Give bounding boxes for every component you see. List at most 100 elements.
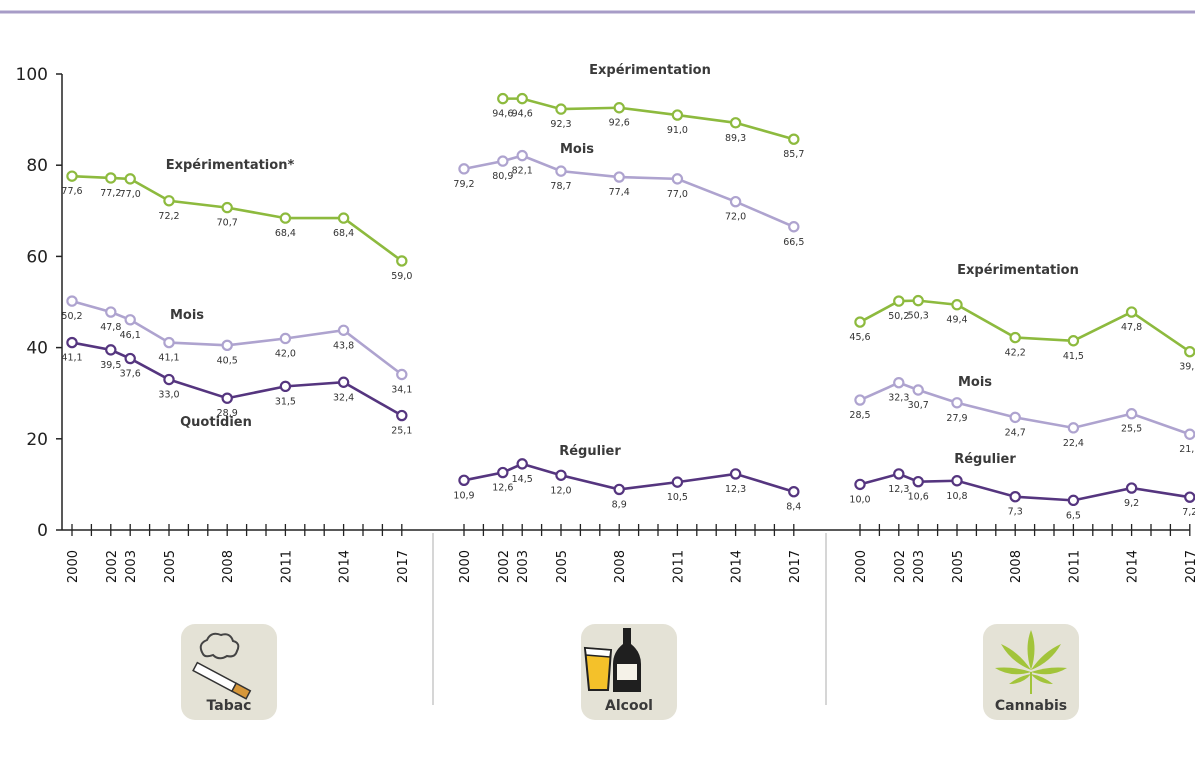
y-tick-label: 60 — [26, 247, 48, 267]
cannabis-mois-value-label: 25,5 — [1121, 424, 1142, 435]
cannabis-leaf-icon — [995, 630, 1067, 694]
y-tick-label: 0 — [37, 521, 48, 541]
x-tick-label: 2000 — [66, 550, 81, 583]
alcool-mois-point — [613, 171, 625, 183]
tabac-mois-value-label: 34,1 — [391, 385, 412, 396]
x-tick-label: 2002 — [893, 550, 908, 583]
alcool-experimentation-value-label: 94,6 — [512, 109, 533, 120]
cannabis-experimentation-point — [912, 294, 924, 307]
alcool-quotidien-value-label: 8,4 — [786, 502, 801, 513]
alcool-mois-value-label: 80,9 — [492, 171, 513, 182]
cannabis-mois-value-label: 27,9 — [946, 413, 967, 424]
cannabis-quotidien-value-label: 7,3 — [1008, 507, 1023, 518]
tabac-quotidien-point — [105, 344, 117, 356]
x-tick-label: 2011 — [671, 550, 686, 583]
cannabis-mois-point — [912, 384, 924, 396]
alcool-experimentation-point — [613, 102, 625, 114]
cigarette-icon — [192, 632, 252, 700]
alcool-experimentation-value-label: 91,0 — [667, 125, 688, 136]
cannabis-mois-value-label: 21,0 — [1179, 444, 1195, 455]
cannabis-mois-point — [1067, 422, 1080, 434]
cannabis-experimentation-value-label: 47,8 — [1121, 322, 1142, 333]
tabac-quotidien-value-label: 32,4 — [333, 392, 354, 403]
tabac-quotidien-value-label: 39,5 — [100, 360, 121, 371]
x-tick-label: 2017 — [396, 550, 411, 583]
alcool-quotidien-point — [671, 476, 684, 488]
alcool-experimentation-value-label: 92,6 — [609, 118, 630, 129]
cannabis-caption: Cannabis — [994, 698, 1068, 714]
alcool-quotidien-point — [458, 474, 470, 486]
tabac-mois-point — [124, 314, 136, 326]
x-tick-label: 2005 — [163, 550, 178, 583]
alcool-experimentation-value-label: 89,3 — [725, 133, 746, 144]
cannabis-mois-point — [854, 394, 866, 406]
cannabis-quotidien-value-label: 9,2 — [1124, 498, 1139, 509]
x-tick-label: 2017 — [1184, 550, 1195, 583]
plot-area — [66, 92, 1195, 507]
cannabis-quotidien-point — [1125, 482, 1138, 494]
cannabis-mois-value-label: 24,7 — [1005, 427, 1026, 438]
y-tick-label: 40 — [26, 339, 48, 359]
cannabis-experimentation-series-name: Expérimentation — [957, 263, 1079, 278]
cannabis-experimentation-point — [1125, 306, 1138, 318]
tabac-mois-value-label: 50,2 — [61, 311, 82, 322]
x-tick-label: 2000 — [458, 550, 473, 583]
x-tick-label: 2011 — [1067, 550, 1082, 583]
tabac-icon-tile: Tabac — [181, 624, 277, 720]
alcool-quotidien-value-label: 8,9 — [612, 499, 627, 510]
alcool-mois-point — [497, 155, 509, 167]
cannabis-mois-series-name: Mois — [958, 375, 992, 390]
tabac-experimentation-point — [124, 173, 136, 185]
cannabis-experimentation-value-label: 50,2 — [888, 311, 909, 322]
cannabis-mois-point — [893, 377, 905, 389]
tabac-quotidien-value-label: 41,1 — [61, 353, 82, 364]
alcool-quotidien-value-label: 10,9 — [453, 490, 474, 501]
x-tick-label: 2003 — [124, 550, 139, 583]
tabac-experimentation-value-label: 77,2 — [100, 188, 121, 199]
tabac-experimentation-value-label: 59,0 — [391, 271, 412, 282]
tabac-experimentation-value-label: 70,7 — [217, 218, 238, 229]
alcool-experimentation-value-label: 92,3 — [550, 119, 571, 130]
cannabis-experimentation-value-label: 50,3 — [908, 311, 929, 322]
x-tick-label: 2002 — [105, 550, 120, 583]
cannabis-icon-tile: Cannabis — [983, 624, 1079, 720]
tabac-mois-value-label: 43,8 — [333, 340, 354, 351]
tabac-experimentation-series-name: Expérimentation* — [166, 158, 295, 173]
x-tick-label: 2008 — [1009, 550, 1024, 583]
tabac-quotidien-point — [163, 373, 175, 386]
cannabis-quotidien-value-label: 7,2 — [1182, 507, 1195, 518]
tabac-experimentation-point — [221, 201, 233, 214]
tabac-quotidien-series-name: Quotidien — [180, 415, 252, 430]
alcool-mois-value-label: 82,1 — [512, 166, 533, 177]
tabac-mois-point — [105, 306, 117, 318]
tabac-caption: Tabac — [206, 698, 252, 714]
alcool-mois-series-name: Mois — [560, 142, 594, 157]
alcool-mois-value-label: 77,0 — [667, 189, 688, 200]
cannabis-quotidien-point — [1184, 491, 1195, 503]
tabac-experimentation-value-label: 68,4 — [275, 228, 296, 239]
cannabis-mois-point — [1125, 408, 1138, 420]
alcool-mois-point — [788, 221, 800, 233]
alcool-mois-point — [729, 195, 742, 208]
cannabis-experimentation-value-label: 49,4 — [946, 315, 967, 326]
alcool-icon-tile: Alcool — [581, 624, 677, 720]
cannabis-experimentation-value-label: 39,1 — [1179, 362, 1195, 373]
x-tick-label: 2000 — [854, 550, 869, 583]
y-tick-label: 80 — [26, 156, 48, 176]
data-labels: 77,6 77,277,072,270,768,4 68,459,0Expérime… — [61, 63, 1195, 521]
x-tick-label: 2011 — [279, 550, 294, 583]
tabac-mois-point — [337, 324, 350, 336]
tabac-experimentation-point — [163, 195, 175, 207]
tabac-experimentation-point — [337, 212, 350, 224]
tabac-mois-value-label: 42,0 — [275, 348, 296, 359]
x-tick-label: 2017 — [788, 550, 803, 583]
cannabis-quotidien-point — [854, 478, 866, 491]
alcool-mois-value-label: 72,0 — [725, 212, 746, 223]
tabac-quotidien-point — [66, 336, 78, 349]
tabac-mois-value-label: 41,1 — [158, 353, 179, 364]
cannabis-mois-value-label: 30,7 — [908, 400, 929, 411]
cannabis-mois-value-label: 22,4 — [1063, 438, 1084, 449]
tabac-quotidien-value-label: 37,6 — [120, 369, 141, 380]
cannabis-quotidien-point — [893, 468, 905, 480]
